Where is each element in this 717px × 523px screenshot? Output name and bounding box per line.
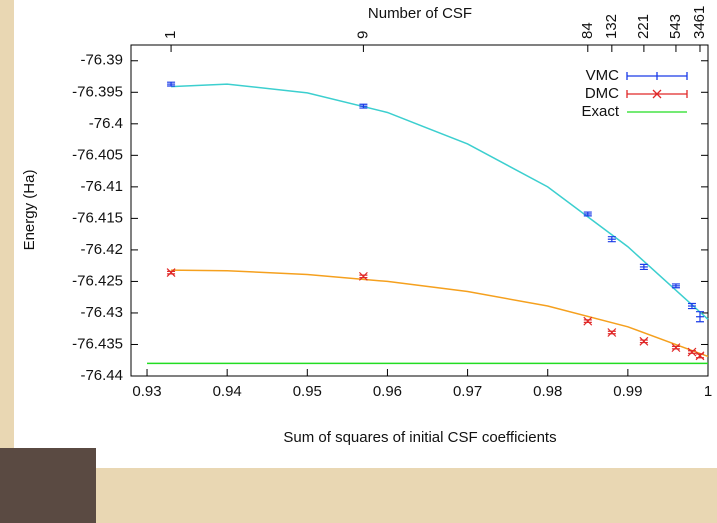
x2-axis-title: Number of CSF bbox=[368, 5, 472, 22]
y-tick-label: -76.4 bbox=[89, 115, 123, 132]
x2-tick-label: 132 bbox=[603, 14, 620, 39]
x2-tick-label: 84 bbox=[579, 22, 596, 39]
x2-tick-label: 3461 bbox=[691, 6, 708, 39]
y-tick-label: -76.44 bbox=[80, 367, 123, 384]
x2-tick-label: 1 bbox=[162, 31, 179, 39]
x2-tick-label: 543 bbox=[667, 14, 684, 39]
y-axis-title: Energy (Ha) bbox=[21, 170, 38, 251]
x-tick-label: 0.98 bbox=[533, 383, 562, 400]
y-tick-label: -76.405 bbox=[72, 146, 123, 163]
x-tick-label: 0.97 bbox=[453, 383, 482, 400]
point bbox=[639, 336, 649, 346]
y-tick-label: -76.425 bbox=[72, 272, 123, 289]
legend-label: Exact bbox=[581, 103, 619, 120]
point bbox=[358, 271, 368, 281]
legend-label: DMC bbox=[585, 85, 619, 102]
fit-line bbox=[171, 269, 709, 358]
x-tick-label: 0.93 bbox=[132, 383, 161, 400]
y-tick-label: -76.39 bbox=[80, 52, 123, 69]
point bbox=[607, 328, 617, 337]
x2-tick-label: 9 bbox=[354, 31, 371, 39]
y-tick-label: -76.43 bbox=[80, 304, 123, 321]
y-tick-label: -76.435 bbox=[72, 335, 123, 352]
point bbox=[671, 343, 681, 353]
y-tick-label: -76.41 bbox=[80, 178, 123, 195]
photo bbox=[0, 448, 96, 523]
point bbox=[583, 316, 593, 326]
y-tick-label: -76.42 bbox=[80, 241, 123, 258]
x-tick-label: 0.99 bbox=[613, 383, 642, 400]
point bbox=[695, 351, 705, 361]
point bbox=[166, 268, 176, 278]
x2-tick-label: 221 bbox=[635, 14, 652, 39]
x-tick-label: 0.95 bbox=[293, 383, 322, 400]
point bbox=[687, 347, 697, 357]
legend-swatch bbox=[626, 72, 688, 80]
x-axis-title: Sum of squares of initial CSF coefficien… bbox=[283, 429, 556, 446]
legend-label: VMC bbox=[586, 67, 620, 84]
x-tick-label: 0.96 bbox=[373, 383, 402, 400]
plot-frame bbox=[130, 44, 709, 377]
y-tick-label: -76.395 bbox=[72, 83, 123, 100]
y-tick-label: -76.415 bbox=[72, 209, 123, 226]
x-tick-label: 1 bbox=[704, 383, 712, 400]
legend-swatch bbox=[626, 89, 688, 99]
x-tick-label: 0.94 bbox=[213, 383, 242, 400]
